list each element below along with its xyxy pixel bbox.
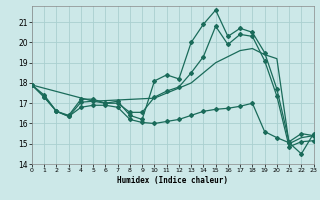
X-axis label: Humidex (Indice chaleur): Humidex (Indice chaleur) (117, 176, 228, 185)
